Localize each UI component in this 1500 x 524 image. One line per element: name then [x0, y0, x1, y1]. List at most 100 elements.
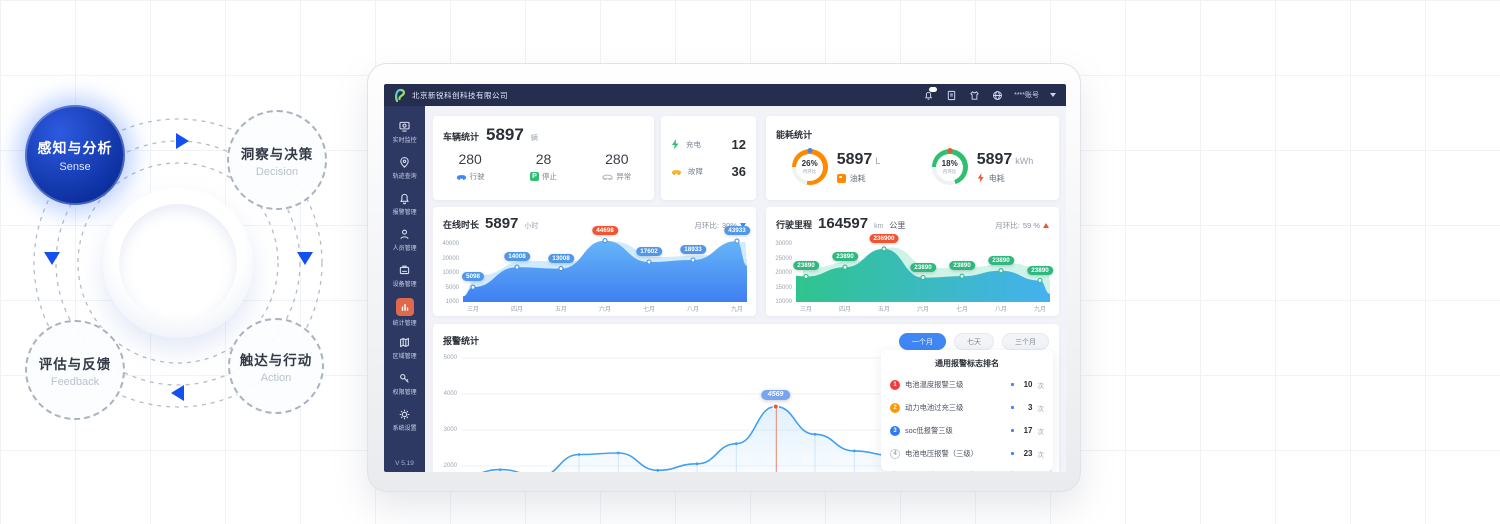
y-axis-tick: 1000: [445, 299, 459, 305]
alarm-stats-card: 报警统计 一个月 七天 三个月 2000 3000 4000 5000 4569 通用报…: [433, 324, 1059, 472]
location-pin-icon: [400, 157, 409, 168]
dot-icon: [1010, 429, 1014, 432]
notification-bell-icon[interactable]: [922, 87, 938, 101]
y-axis-tick: 30000: [775, 241, 792, 247]
y-axis-tick: 25000: [775, 255, 792, 262]
sidebar-item-monitor[interactable]: 实时监控: [384, 114, 425, 150]
vehicle-unit: 辆: [530, 135, 538, 142]
vehicle-stats-card: 车辆统计 5897 辆 280 行驶 28 P 停止 280 异常: [433, 116, 654, 200]
data-label-pill: 236900: [869, 233, 899, 243]
sidebar-item-device[interactable]: 设备管理: [384, 258, 425, 294]
power-gauge: 18% 月环比 5897 kWh 电耗: [931, 148, 1033, 185]
online-time-card: 在线时长 5897 小时 月环比:30% 1000500010000200004…: [433, 207, 756, 316]
online-time-chart: 1000 5000 10000 20000 40000 三月 四月 五月 六月 七月 八月 九月 509…: [437, 225, 752, 313]
sidebar-item-permission[interactable]: 权限管理: [384, 366, 425, 402]
dot-icon: [1010, 383, 1014, 386]
cycle-node-sense: 感知与分析 Sense: [25, 105, 125, 205]
fault-row: 故障 36: [661, 164, 756, 179]
tab-seven-days[interactable]: 七天: [954, 333, 994, 350]
tab-three-months[interactable]: 三个月: [1002, 333, 1049, 350]
ranking-item: 3 soc低报警三级 17 次: [890, 419, 1044, 442]
node-title: 评估与反馈: [38, 356, 112, 372]
ring-marker: [807, 148, 813, 153]
sidebar-item-alarm[interactable]: 报警管理: [384, 186, 425, 222]
sidebar-item-personnel[interactable]: 人员管理: [384, 222, 425, 258]
data-label-pill: 13008: [548, 253, 574, 263]
cycle-node-action: 触达与行动 Action: [228, 318, 324, 414]
monitor-icon: [399, 121, 410, 132]
data-label-pill: 5098: [461, 272, 485, 282]
x-axis-tick: 三月: [799, 307, 813, 313]
y-axis-tick: 10000: [442, 270, 459, 276]
data-label-pill: 17602: [636, 246, 662, 256]
dot-icon: [1010, 406, 1014, 409]
highlight-guide-line: [775, 406, 777, 472]
rank-badge: 3: [890, 425, 900, 436]
data-label-pill: 18933: [680, 245, 706, 255]
document-icon[interactable]: [945, 89, 957, 101]
x-axis-tick: 七月: [642, 307, 656, 313]
sense-cycle-diagram: 感知与分析 Sense 洞察与决策 Decision 评估与反馈 Feedbac…: [8, 92, 353, 432]
map-icon: [400, 337, 409, 348]
gear-icon: [399, 409, 410, 420]
mom-indicator: 月环比: 59 %: [995, 220, 1049, 231]
device-frame: 北京新锐科创科技有限公司 ****账号 实时监控: [367, 63, 1081, 492]
node-title: 触达与行动: [239, 352, 313, 368]
car-icon: [602, 174, 613, 180]
x-axis-tick: 三月: [466, 307, 480, 313]
sidebar-item-track[interactable]: 轨迹查询: [384, 150, 425, 186]
node-title: 感知与分析: [37, 139, 113, 156]
data-label-pill: 44698: [592, 225, 618, 235]
mileage-chart: 10000 15000 20000 25000 30000 三月 四月 五月 六月 七月 八月 九月 2…: [770, 231, 1055, 313]
x-axis-tick: 九月: [730, 307, 744, 313]
version-label: V 5.19: [395, 460, 414, 467]
account-name[interactable]: ****账号: [1014, 92, 1039, 99]
ring-marker: [947, 148, 953, 153]
node-subtitle: Decision: [255, 165, 299, 178]
tab-one-month[interactable]: 一个月: [899, 333, 946, 350]
y-axis-tick: 3000: [443, 427, 457, 433]
globe-icon[interactable]: [991, 89, 1003, 101]
data-label-pill: 23890: [793, 261, 819, 271]
arrow-down-icon: [44, 252, 60, 265]
sidebar-item-settings[interactable]: 系统设置: [384, 402, 425, 438]
ranking-item: 4 电池电压报警（三级） 23 次: [890, 442, 1044, 465]
ranking-item: 1 电池温度报警三级 10 次: [890, 373, 1044, 396]
x-axis-tick: 八月: [994, 307, 1008, 313]
car-icon: [456, 175, 466, 180]
value-tooltip: 4569: [760, 389, 791, 400]
power-lightning-icon: [977, 173, 984, 183]
theme-shirt-icon[interactable]: [968, 89, 980, 101]
node-subtitle: Action: [260, 371, 292, 384]
trend-up-icon: [1043, 223, 1049, 228]
sidebar-item-region[interactable]: 区域管理: [384, 330, 425, 366]
key-icon: [400, 374, 409, 383]
y-axis-tick: 20000: [442, 255, 459, 262]
sidebar-item-statistics[interactable]: 统计管理: [384, 294, 425, 330]
stat-driving: 280 行驶: [456, 151, 485, 182]
x-axis-tick: 七月: [955, 307, 969, 313]
x-axis-tick: 四月: [838, 307, 852, 313]
arrow-left-icon: [171, 385, 184, 401]
data-label-pill: 23890: [988, 255, 1014, 265]
fuel-pump-icon: [836, 173, 846, 183]
company-name: 北京新锐科创科技有限公司: [412, 90, 508, 100]
energy-stats-card: 能耗统计 26% 月环比 5897 L 油耗: [766, 116, 1059, 200]
mom-indicator: 月环比:30%: [694, 220, 746, 231]
x-axis-tick: 六月: [916, 307, 930, 313]
data-label-pill: 43933: [724, 226, 750, 236]
person-icon: [400, 229, 409, 240]
fuel-ring: 26% 月环比: [791, 148, 828, 185]
data-label-pill: 14008: [504, 252, 530, 262]
x-axis-tick: 八月: [686, 307, 700, 313]
rank-badge: 2: [890, 402, 900, 413]
dot-icon: [1010, 452, 1014, 455]
x-axis-tick: 四月: [510, 307, 524, 313]
chevron-down-icon[interactable]: [1050, 93, 1056, 97]
cycle-center-disc: [103, 188, 253, 338]
area-chart-svg: [796, 246, 1050, 302]
bar-chart-icon: [395, 297, 414, 316]
sidebar: 实时监控 轨迹查询 报警管理 人员管理 设备管理 统计管理 区域管理: [384, 106, 425, 472]
data-label-pill: 23890: [949, 261, 975, 271]
data-label-pill: 23890: [832, 252, 858, 262]
